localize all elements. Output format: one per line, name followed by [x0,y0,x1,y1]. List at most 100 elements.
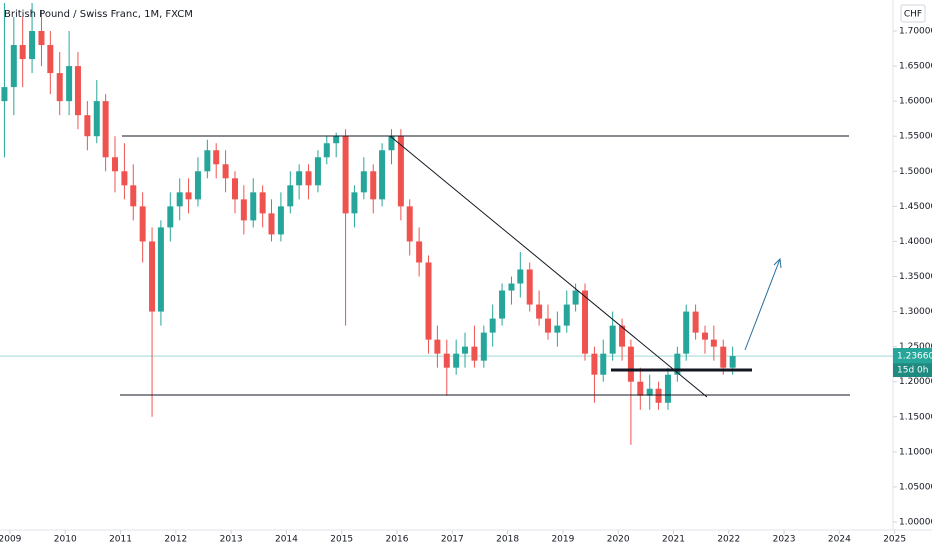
candle-body [29,31,36,60]
candle-body [729,356,736,368]
x-tick-label: 2013 [220,535,243,545]
candle-body [489,318,496,333]
candle-body [627,346,634,382]
candle-body [185,192,192,200]
arrow-line [744,258,781,351]
candle-body [305,171,312,186]
candle-body [194,171,201,200]
candle-body [342,136,349,214]
plot-area [0,2,893,445]
candle-body [287,185,294,207]
trend-line [389,135,708,398]
candle-body [84,115,91,137]
candle-body [637,381,644,396]
candle-body [10,45,17,88]
candle-body [406,206,413,242]
candle-body [471,346,478,361]
candle-body [74,66,81,116]
candle-body [619,325,626,347]
y-tick-label: 1.05000 [899,482,932,492]
candle-body [434,339,441,354]
x-tick-label: 2011 [109,535,132,545]
candle-body [323,143,330,158]
candle-body [609,325,616,354]
candle-body [526,269,533,305]
last-price-label: 1.23660 [897,352,932,362]
x-tick-label: 2021 [662,535,685,545]
candle-body [259,192,266,214]
currency-box[interactable] [900,4,926,23]
candle-body [517,269,524,284]
candle-body [572,290,579,305]
y-tick-label: 1.40000 [899,237,932,247]
candle-body [139,206,146,242]
candle-body [360,171,367,193]
candle-body [655,388,662,403]
last-price-box [893,348,932,364]
candle-body [554,325,561,333]
candle-body [351,192,358,214]
countdown-label: 15d 0h [897,366,928,376]
x-tick-label: 2019 [551,535,574,545]
candle-body [582,290,589,354]
y-tick-label: 1.00000 [899,518,932,528]
candle-body [38,31,45,46]
candle-body [591,353,598,375]
y-tick-label: 1.65000 [899,62,932,72]
countdown-box [893,363,932,378]
y-tick-label: 1.45000 [899,202,932,212]
y-tick-label: 1.30000 [899,307,932,317]
y-tick-label: 1.20000 [899,377,932,387]
candle-body [176,192,183,207]
candle-body [232,178,238,200]
candle-body [19,45,26,60]
y-tick-label: 1.55000 [899,132,932,142]
candle-body [204,150,211,172]
candle-body [508,283,515,291]
candle-body [370,171,377,200]
arrow-head [773,257,782,269]
candle-body [702,332,708,340]
x-tick-label: 2010 [54,535,77,545]
candle-body [240,199,247,221]
candle-body [102,101,109,158]
candle-body [47,45,54,74]
candle-body [314,157,321,186]
y-tick-label: 1.50000 [899,167,932,177]
x-tick-label: 2022 [717,535,740,545]
candle-body [149,241,156,312]
y-tick-label: 1.35000 [899,272,932,282]
candle-body [167,206,174,228]
candle-body [480,332,487,361]
candle-body [416,241,423,263]
y-tick-label: 1.15000 [899,412,932,422]
x-tick-label: 2020 [607,535,630,545]
x-tick-label: 2023 [773,535,796,545]
x-tick-label: 2014 [275,535,298,545]
chart-title: British Pound / Swiss Franc, 1M, FXCM [4,9,193,20]
candle-body [213,150,220,165]
y-tick-label: 1.70000 [899,27,932,37]
candle-body [453,353,460,368]
candle-body [333,136,340,144]
x-tick-label: 2024 [828,535,851,545]
candle-body [379,150,386,200]
x-tick-label: 2018 [496,535,519,545]
x-tick-label: 2009 [0,535,22,545]
candle-body [268,213,275,235]
x-tick-label: 2025 [883,535,906,545]
candle-body [692,311,699,333]
candle-body [56,73,63,102]
candle-body [250,192,257,221]
candle-body [1,87,8,102]
drawings [120,135,850,398]
candle-body [388,136,395,151]
candle-body [130,185,137,207]
candle-body [710,339,717,347]
currency-label: CHF [904,10,922,20]
x-tick-label: 2012 [164,535,187,545]
candle-body [536,304,543,319]
candle-body [397,136,404,207]
